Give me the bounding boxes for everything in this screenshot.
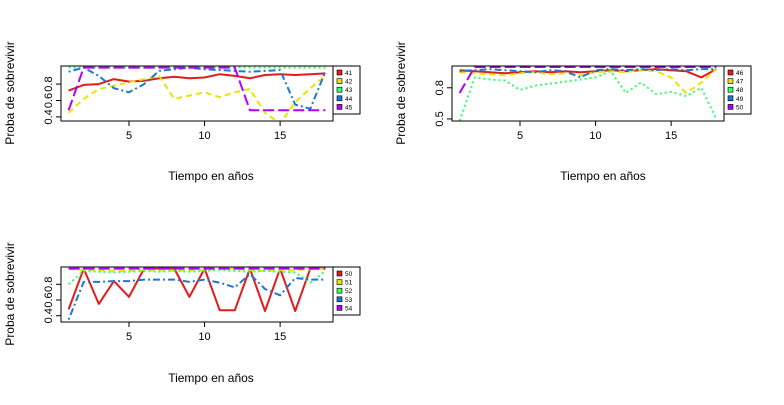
y-axis-label: Proba de sobrevivir [3,41,17,144]
y-tick-label: 0.8 [43,76,55,91]
x-tick-label: 5 [517,130,523,142]
x-axis-label: Tiempo en años [168,169,254,183]
legend-swatch-46 [727,69,734,76]
y-tick-label: 0.8 [43,277,55,292]
series-line-49 [459,68,717,79]
legend-label-43: 43 [345,87,353,94]
legend-swatch-52 [336,287,343,294]
legend-label-41: 41 [345,70,353,77]
legend-label-51: 51 [345,280,353,287]
x-tick-label: 5 [126,130,132,142]
series-lines [67,66,327,121]
legend-swatch-50 [727,104,734,110]
legend-swatch-48 [727,86,734,93]
series-lines [458,66,718,121]
legend-swatch-51 [336,279,343,285]
legend-label-52: 52 [345,288,353,295]
legend-swatch-45 [336,104,343,110]
legend-label-44: 44 [345,96,353,103]
legend-label-47: 47 [736,79,744,86]
series-line-42 [67,74,327,121]
series-line-51 [68,267,326,272]
legend-label-49: 49 [736,96,744,103]
series-lines [67,267,327,320]
legend-swatch-41 [336,69,343,76]
legend-swatch-54 [336,305,343,311]
legend-swatch-43 [336,86,343,93]
y-tick-label: 0.5 [434,111,446,126]
legend-label-45: 45 [345,104,353,111]
legend-label-53: 53 [345,297,353,304]
legend-label-42: 42 [345,79,353,86]
legend-swatch-49 [727,95,734,102]
series-line-48 [458,70,718,121]
y-tick-label: 0.6 [43,292,55,307]
x-axis-label: Tiempo en años [560,169,646,183]
series-line-53 [67,273,326,320]
x-tick-label: 10 [198,331,210,343]
y-tick-label: 0.8 [434,80,446,95]
y-tick-label: 0.4 [43,308,55,323]
x-tick-label: 15 [665,130,677,142]
legend-swatch-42 [336,78,343,84]
legend-label-46: 46 [736,70,744,77]
x-tick-label: 10 [198,130,210,142]
legend-swatch-44 [336,95,343,102]
x-tick-label: 5 [126,331,132,343]
y-axis-label: Proba de sobrevivir [394,41,408,144]
legend-swatch-53 [336,296,343,303]
series-line-50 [458,66,717,94]
plot-frame [60,266,334,323]
legend-swatch-50 [336,270,343,277]
x-tick-label: 15 [274,130,286,142]
series-line-47 [459,68,718,94]
panel-3: 5 10 15 0.40.60.8 Tiempo en años Proba de sob… [3,242,361,385]
x-tick-label: 10 [589,130,601,142]
y-axis-label: Proba de sobrevivir [3,242,17,345]
x-tick-label: 15 [274,331,286,343]
legend-label-50: 50 [345,271,353,278]
legend-label-50: 50 [736,104,744,111]
series-line-45 [67,66,326,112]
series-line-46 [459,68,717,79]
legend-label-54: 54 [345,305,353,312]
panel-2: 5 10 15 0.5 0.8 Tiempo en años Proba de sobrev… [394,41,752,183]
legend-swatch-47 [727,78,734,84]
legend-label-48: 48 [736,87,744,94]
x-axis-label: Tiempo en años [168,371,254,385]
series-line-50 [67,267,326,312]
y-tick-label: 0.6 [43,93,55,108]
panel-1: 5 10 15 0.40.6 0.8 Tiempo en años Proba de sob… [3,41,361,183]
y-tick-label: 0.4 [43,109,55,124]
